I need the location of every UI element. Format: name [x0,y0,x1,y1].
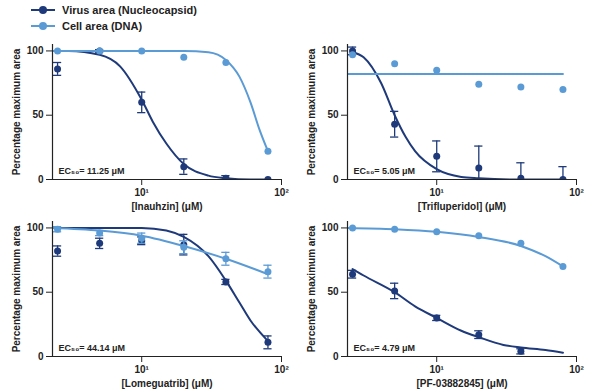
svg-text:[PF-03882845] (μM): [PF-03882845] (μM) [416,378,507,389]
svg-text:10²: 10² [569,364,584,375]
svg-text:10¹: 10¹ [429,364,444,375]
svg-text:100: 100 [322,45,339,56]
svg-text:100: 100 [322,222,339,233]
svg-text:Percentage maximum area: Percentage maximum area [11,225,22,352]
svg-text:100: 100 [27,222,44,233]
html-text:Cell area (DNA): Cell area (DNA) [62,20,143,32]
svg-text:EC₅₀= 4.79 μM: EC₅₀= 4.79 μM [354,343,415,353]
svg-text:10¹: 10¹ [134,187,149,198]
svg-text:[Inauhzin] (μM): [Inauhzin] (μM) [131,201,202,212]
svg-text:EC₅₀= 44.14 μM: EC₅₀= 44.14 μM [59,343,125,353]
svg-text:EC₅₀= 5.05 μM: EC₅₀= 5.05 μM [354,166,415,176]
svg-text:10¹: 10¹ [134,364,149,375]
svg-text:10²: 10² [274,364,289,375]
svg-text:0: 0 [38,351,44,362]
svg-text:10²: 10² [274,187,289,198]
svg-text:0: 0 [333,351,339,362]
svg-text:0: 0 [333,174,339,185]
svg-text:Percentage maximum area: Percentage maximum area [306,225,317,352]
svg-text:50: 50 [327,286,339,297]
svg-text:EC₅₀= 11.25 μM: EC₅₀= 11.25 μM [59,166,125,176]
svg-text:Percentage maximum area: Percentage maximum area [11,48,22,175]
svg-text:50: 50 [327,109,339,120]
svg-text:10²: 10² [569,187,584,198]
svg-text:50: 50 [32,109,44,120]
svg-text:10¹: 10¹ [429,187,444,198]
svg-text:[Trifluperidol] (μM): [Trifluperidol] (μM) [418,201,506,212]
svg-text:[Lomeguatrib] (μM): [Lomeguatrib] (μM) [121,378,212,389]
svg-text:0: 0 [38,174,44,185]
svg-text:100: 100 [27,45,44,56]
svg-text:Percentage maximum area: Percentage maximum area [306,48,317,175]
svg-text:50: 50 [32,286,44,297]
html-text:Virus area (Nucleocapsid): Virus area (Nucleocapsid) [62,4,197,16]
